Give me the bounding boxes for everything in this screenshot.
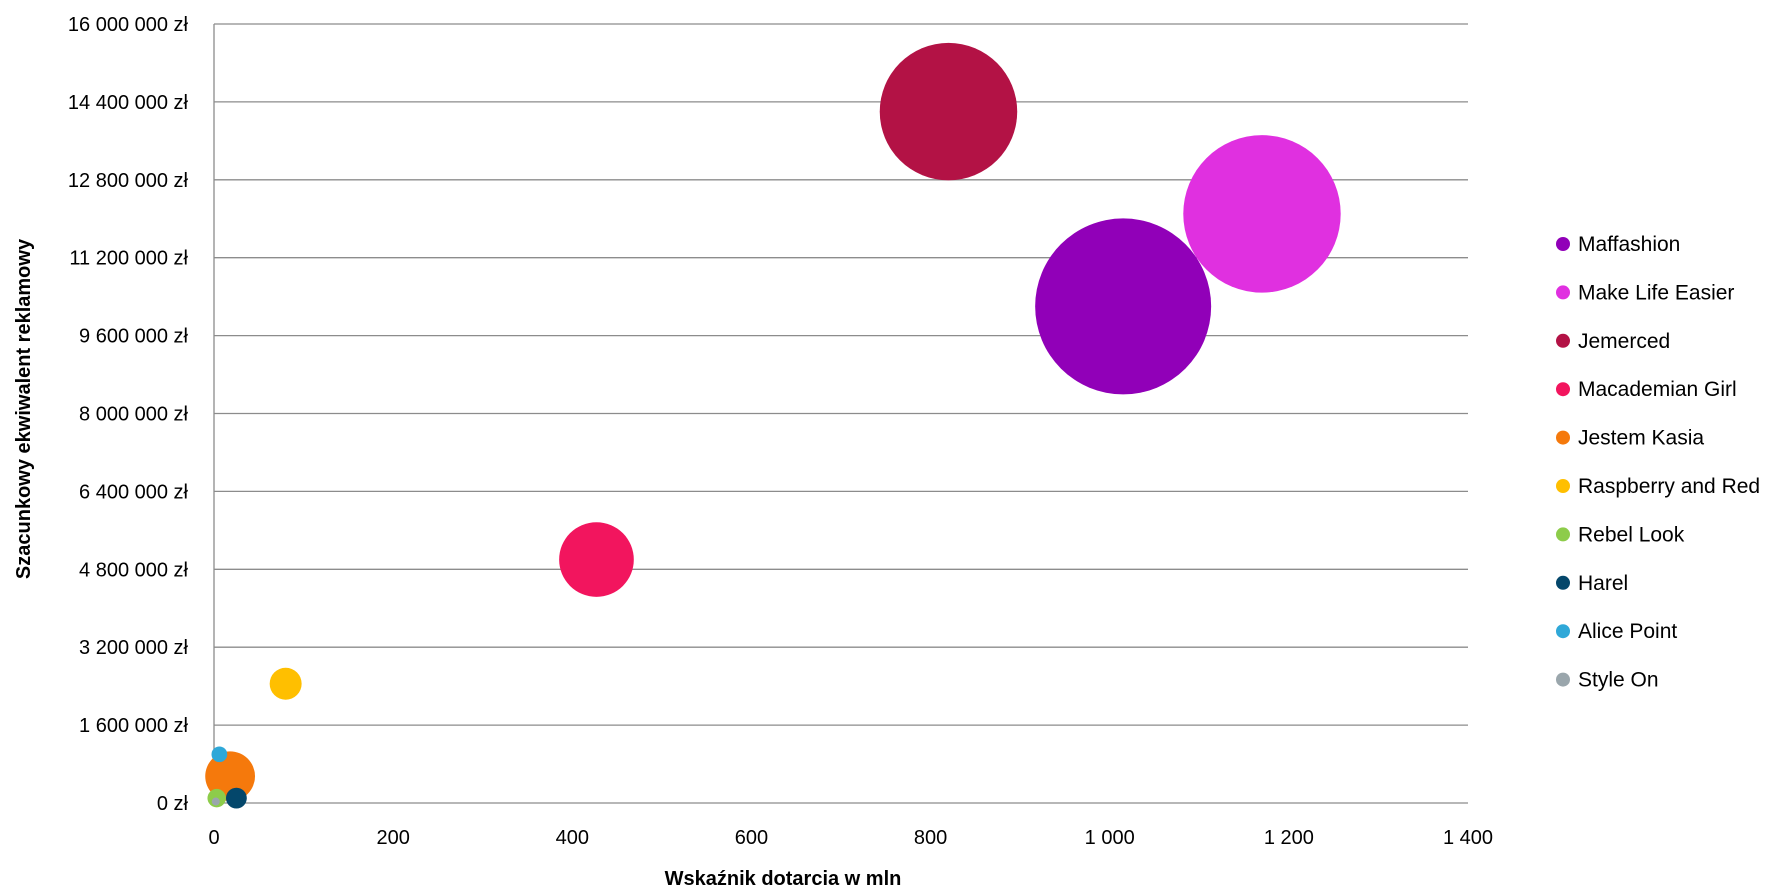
bubble [269, 667, 302, 700]
legend-marker [1556, 430, 1570, 445]
legend-label: Jestem Kasia [1578, 427, 1704, 450]
x-tick-label: 1 000 [1085, 827, 1135, 849]
x-tick-label: 1 200 [1264, 827, 1314, 849]
legend-item: Macademian Girl [1556, 378, 1737, 401]
y-tick-label: 0 zł [157, 793, 189, 815]
legend-item: Jestem Kasia [1556, 427, 1704, 450]
legend-marker [1556, 575, 1570, 590]
legend-marker [1556, 333, 1570, 348]
x-tick-label: 600 [735, 827, 768, 849]
legend-label: Raspberry and Red [1578, 475, 1760, 498]
legend-marker [1556, 527, 1570, 542]
legend-label: Make Life Easier [1578, 281, 1734, 304]
legend-marker [1556, 624, 1570, 639]
legend-marker [1556, 285, 1570, 300]
y-tick-label: 9 600 000 zł [79, 326, 189, 348]
bubble [225, 787, 247, 809]
x-tick-label: 1 400 [1443, 827, 1493, 849]
bubble [211, 746, 228, 763]
gridlines [213, 23, 1468, 804]
legend-label: Macademian Girl [1578, 378, 1737, 401]
bubbles [205, 42, 1341, 809]
legend-marker [1556, 479, 1570, 493]
legend-label: Alice Point [1578, 620, 1677, 643]
x-axis-tick-labels: 0 200 400 600 800 1 000 1 200 1 400 [208, 827, 1493, 849]
legend-marker [1556, 672, 1570, 687]
legend-label: Maffashion [1578, 233, 1680, 256]
bubble [1183, 135, 1341, 293]
legend-item: Raspberry and Red [1556, 475, 1760, 498]
legend-label: Style On [1578, 669, 1659, 692]
legend-item: Maffashion [1556, 233, 1680, 256]
legend-marker [1556, 382, 1570, 397]
y-tick-label: 14 400 000 zł [68, 92, 189, 114]
y-tick-label: 1 600 000 zł [79, 715, 189, 737]
y-axis-tick-labels: 0 zł 1 600 000 zł 3 200 000 zł 4 800 000 zł… [68, 14, 189, 815]
y-tick-label: 4 800 000 zł [79, 559, 189, 581]
bubble [879, 42, 1018, 181]
legend-item: Rebel Look [1556, 523, 1685, 546]
legend-label: Harel [1578, 572, 1628, 595]
legend-item: Harel [1556, 572, 1628, 595]
y-tick-label: 16 000 000 zł [68, 14, 189, 36]
legend: Maffashion Make Life Easier Jemerced Macade… [1556, 233, 1760, 692]
legend-marker [1556, 237, 1570, 251]
bubble [1035, 218, 1212, 395]
y-tick-label: 12 800 000 zł [68, 170, 189, 192]
y-tick-label: 3 200 000 zł [79, 637, 189, 659]
x-tick-label: 400 [556, 827, 589, 849]
x-axis-title: Wskaźnik dotarcia w mln [665, 868, 902, 889]
x-tick-label: 0 [208, 827, 219, 849]
bubble [211, 797, 220, 806]
legend-item: Style On [1556, 669, 1659, 692]
legend-item: Alice Point [1556, 620, 1677, 643]
y-tick-label: 8 000 000 zł [79, 404, 189, 426]
legend-item: Jemerced [1556, 330, 1670, 353]
legend-label: Rebel Look [1578, 523, 1685, 546]
bubble [205, 751, 256, 802]
bubble [559, 522, 634, 597]
y-axis-title: Szacunkowy ekwiwalent reklamowy [13, 238, 35, 579]
x-tick-label: 200 [376, 827, 409, 849]
legend-label: Jemerced [1578, 330, 1670, 353]
x-tick-label: 800 [914, 827, 947, 849]
legend-item: Make Life Easier [1556, 281, 1734, 304]
y-tick-label: 11 200 000 zł [69, 248, 188, 270]
y-tick-label: 6 400 000 zł [79, 481, 189, 503]
